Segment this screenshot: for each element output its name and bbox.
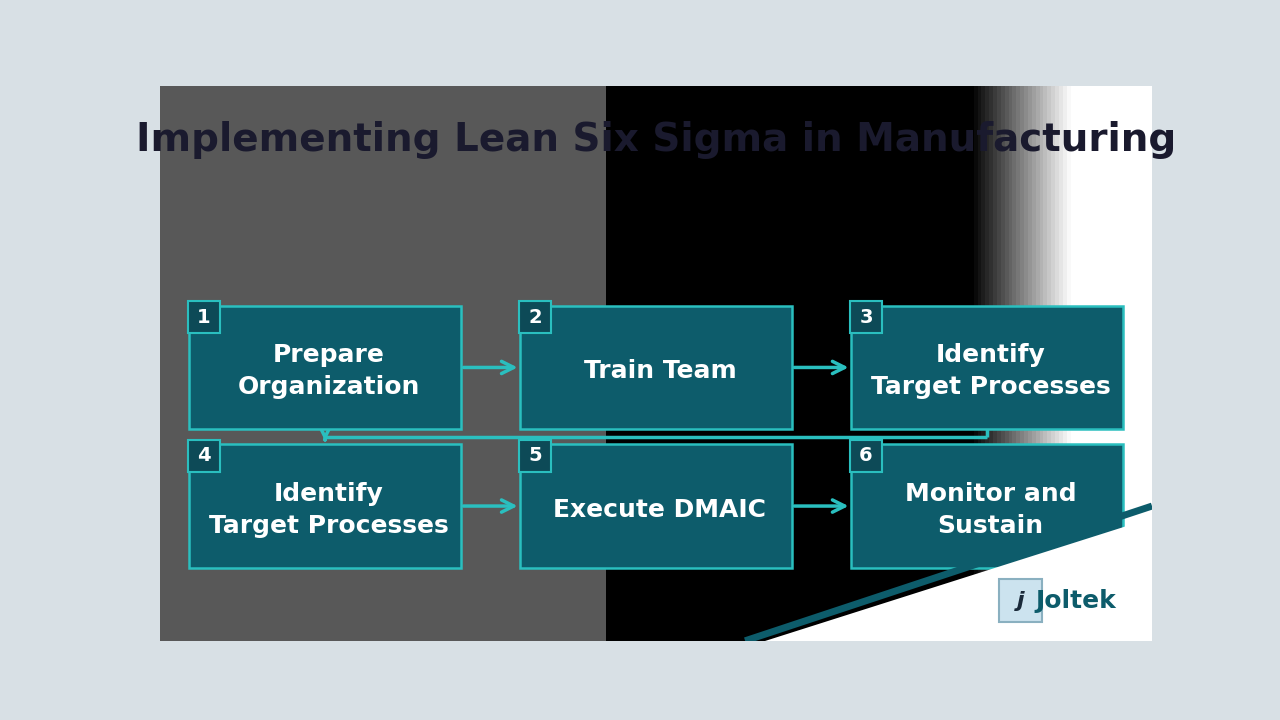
FancyBboxPatch shape [850, 440, 882, 472]
Text: Execute DMAIC: Execute DMAIC [553, 498, 767, 522]
Text: Identify
Target Processes: Identify Target Processes [209, 482, 449, 538]
FancyBboxPatch shape [851, 444, 1123, 567]
FancyBboxPatch shape [998, 579, 1042, 622]
Text: Train Team: Train Team [584, 359, 736, 383]
FancyBboxPatch shape [518, 301, 552, 333]
Text: 3: 3 [859, 307, 873, 327]
FancyBboxPatch shape [851, 306, 1123, 429]
FancyBboxPatch shape [188, 301, 220, 333]
FancyBboxPatch shape [189, 444, 461, 567]
Bar [160, 86, 607, 641]
Polygon shape [764, 518, 1152, 641]
FancyBboxPatch shape [189, 306, 461, 429]
Text: 6: 6 [859, 446, 873, 465]
Text: 1: 1 [197, 307, 211, 327]
Text: j: j [1016, 590, 1024, 611]
FancyBboxPatch shape [521, 306, 791, 429]
Text: Joltek: Joltek [1036, 589, 1116, 613]
Text: 2: 2 [529, 307, 541, 327]
Text: Prepare
Organization: Prepare Organization [238, 343, 420, 399]
Text: 5: 5 [529, 446, 541, 465]
FancyBboxPatch shape [518, 440, 552, 472]
Text: Monitor and
Sustain: Monitor and Sustain [905, 482, 1076, 538]
Text: Identify
Target Processes: Identify Target Processes [870, 343, 1111, 399]
Text: 4: 4 [197, 446, 211, 465]
Text: Implementing Lean Six Sigma in Manufacturing: Implementing Lean Six Sigma in Manufactu… [136, 121, 1176, 159]
FancyBboxPatch shape [188, 440, 220, 472]
FancyBboxPatch shape [521, 444, 791, 567]
FancyBboxPatch shape [850, 301, 882, 333]
